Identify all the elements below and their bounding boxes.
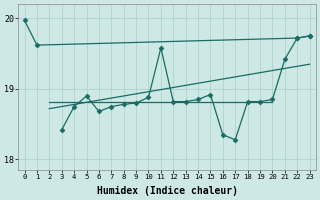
X-axis label: Humidex (Indice chaleur): Humidex (Indice chaleur)	[97, 186, 237, 196]
